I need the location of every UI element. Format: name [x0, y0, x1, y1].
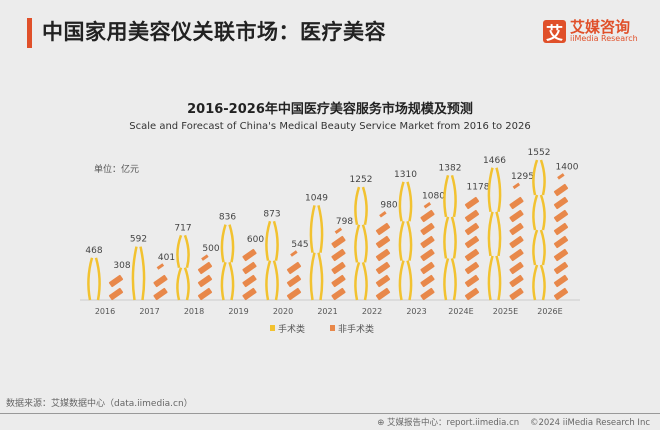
unit-label: 单位：亿元	[94, 165, 140, 175]
data-label-non-surgical: 500	[202, 244, 219, 254]
data-label-surgical: 1552	[528, 148, 551, 158]
data-label-surgical: 1466	[483, 156, 506, 166]
legend-swatch	[270, 325, 275, 331]
bar-non-surgical	[553, 173, 569, 301]
bar-non-surgical	[420, 202, 435, 301]
bar-non-surgical	[197, 254, 213, 301]
logo-cn: 艾媒咨询	[570, 18, 631, 36]
report-link[interactable]: 艾媒报告中心：report.iimedia.cn	[387, 418, 520, 428]
bar-surgical	[176, 234, 190, 301]
x-tick-label: 2024E	[448, 307, 473, 316]
data-label-non-surgical: 545	[291, 240, 308, 250]
title-accent-bar	[27, 18, 32, 48]
x-tick-label: 2017	[139, 307, 159, 316]
data-label-surgical: 1310	[394, 170, 417, 180]
x-tick-label: 2026E	[537, 307, 562, 316]
logo: 艾 艾媒咨询 iiMedia Research	[543, 18, 638, 44]
data-label-surgical: 1252	[350, 175, 373, 185]
data-label-non-surgical: 980	[380, 201, 397, 211]
x-tick-label: 2022	[362, 307, 382, 316]
data-label-surgical: 873	[263, 209, 280, 219]
data-label-surgical: 468	[85, 246, 102, 256]
legend-label: 非手术类	[338, 323, 374, 335]
data-label-non-surgical: 308	[113, 261, 130, 271]
bar-surgical	[131, 246, 146, 301]
legend-label: 手术类	[278, 323, 305, 335]
bar-non-surgical	[375, 211, 391, 301]
x-tick-label: 2021	[317, 307, 337, 316]
chart: 2016 468 308 2017 592 401 2018 717 500 2019 836 600…	[80, 148, 580, 335]
copyright: ©2024 iiMedia Research Inc	[529, 418, 650, 428]
bar-surgical	[532, 159, 546, 301]
bar-non-surgical	[464, 196, 480, 301]
bar-non-surgical	[242, 248, 257, 301]
data-label-non-surgical: 1080	[422, 192, 445, 202]
x-tick-label: 2019	[228, 307, 248, 316]
bar-surgical	[487, 167, 502, 301]
chart-title: 2016-2026年中国医疗美容服务市场规模及预测	[187, 102, 473, 117]
x-tick-label: 2018	[184, 307, 204, 316]
data-label-non-surgical: 1295	[511, 172, 534, 182]
x-tick-label: 2020	[273, 307, 293, 316]
x-tick-label: 2016	[95, 307, 115, 316]
data-label-non-surgical: 401	[158, 253, 175, 263]
logo-en: iiMedia Research	[570, 34, 638, 43]
data-label-non-surgical: 798	[336, 217, 353, 227]
legend-swatch	[330, 325, 335, 331]
source: 数据来源：艾媒数据中心（data.iimedia.cn）	[6, 399, 193, 409]
bar-non-surgical	[108, 274, 124, 301]
chart-subtitle: Scale and Forecast of China's Medical Be…	[129, 121, 531, 132]
data-label-non-surgical: 600	[247, 235, 264, 245]
bar-surgical	[220, 224, 235, 301]
data-label-surgical: 836	[219, 213, 236, 223]
bar-surgical	[443, 174, 457, 301]
page-title: 中国家用美容仪关联市场：医疗美容	[42, 20, 386, 44]
divider	[0, 413, 660, 414]
bar-non-surgical	[331, 227, 346, 301]
bar-non-surgical	[153, 263, 168, 301]
data-label-surgical: 717	[174, 223, 191, 233]
bar-surgical	[87, 257, 101, 301]
bar-non-surgical	[286, 250, 302, 301]
bar-non-surgical	[509, 182, 524, 301]
bar-surgical	[354, 186, 368, 301]
bar-surgical	[309, 205, 324, 301]
data-label-non-surgical: 1178	[467, 183, 490, 193]
x-tick-label: 2025E	[493, 307, 518, 316]
footer-right: ⊕ 艾媒报告中心：report.iimedia.cn ©2024 iiMedia…	[377, 418, 650, 428]
data-label-non-surgical: 1400	[556, 163, 579, 173]
data-label-surgical: 1049	[305, 193, 328, 203]
x-tick-label: 2023	[406, 307, 426, 316]
data-label-surgical: 1382	[439, 163, 462, 173]
logo-mark: 艾	[543, 20, 566, 44]
bar-surgical	[265, 220, 279, 301]
bar-surgical	[398, 181, 413, 301]
data-label-surgical: 592	[130, 235, 147, 245]
